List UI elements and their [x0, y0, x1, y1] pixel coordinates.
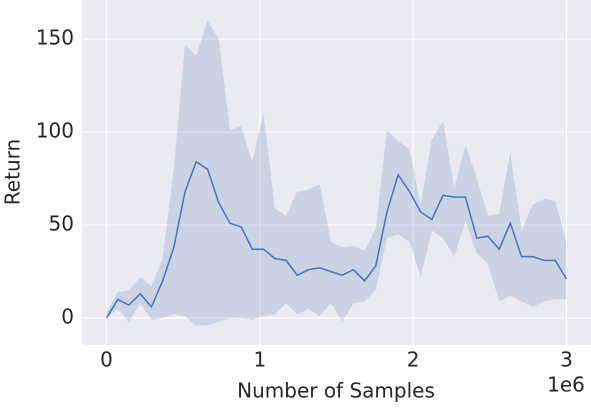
x-axis-label: Number of Samples [237, 379, 435, 403]
x-tick-label: 1 [253, 348, 266, 372]
line [105, 160, 568, 319]
x-tick-label: 0 [100, 348, 113, 372]
y-axis-label: Return [1, 139, 25, 205]
plot-background [82, 0, 591, 345]
x-tick-label: 3 [560, 348, 573, 372]
y-tick-label: 50 [49, 212, 74, 236]
y-tick-label: 150 [36, 26, 74, 50]
x-offset-label: 1e6 [547, 373, 585, 397]
x-tick-label: 2 [407, 348, 420, 372]
y-tick-label: 100 [36, 119, 74, 143]
confidence-band [106, 20, 567, 326]
y-tick-label: 0 [61, 305, 74, 329]
